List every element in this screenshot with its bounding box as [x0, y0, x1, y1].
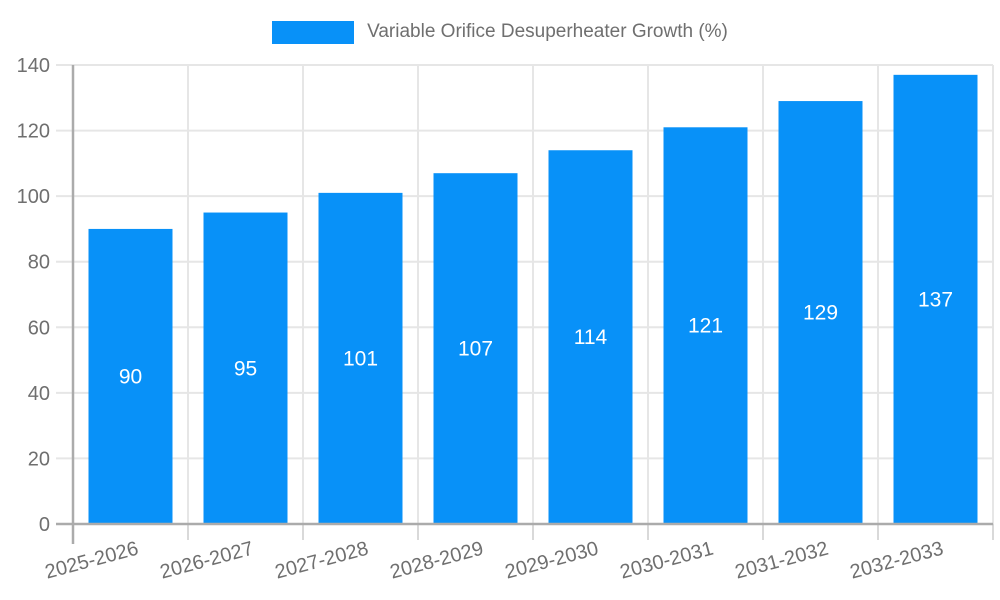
x-tick-label: 2029-2030	[503, 538, 601, 584]
bar-value-label: 107	[458, 338, 493, 361]
x-tick-label: 2030-2031	[618, 538, 716, 584]
x-tick-label: 2026-2027	[158, 538, 256, 584]
legend-swatch	[272, 20, 355, 44]
y-tick-label: 0	[39, 514, 50, 536]
bar-value-label: 90	[119, 365, 142, 388]
bar-2031-2032[interactable]	[778, 101, 863, 525]
x-tick-label: 2025-2026	[43, 538, 141, 584]
y-tick-label: 60	[28, 317, 50, 339]
y-tick-label: 20	[28, 448, 50, 470]
bar-2030-2031[interactable]	[663, 127, 748, 525]
bar-value-label: 95	[234, 357, 257, 380]
bar-value-label: 121	[688, 315, 723, 338]
bar-2025-2026[interactable]	[88, 228, 173, 524]
bar-value-label: 114	[574, 326, 608, 349]
bar-2029-2030[interactable]	[548, 150, 633, 524]
bar-value-label: 101	[343, 347, 378, 370]
y-tick-label: 40	[28, 383, 50, 405]
x-tick-label: 2027-2028	[273, 538, 371, 584]
x-tick-label: 2028-2029	[388, 538, 486, 584]
y-tick-label: 140	[17, 55, 50, 77]
x-tick-label: 2031-2032	[733, 538, 831, 584]
y-tick-label: 100	[17, 186, 50, 208]
y-tick-label: 120	[17, 121, 50, 143]
legend-label: Variable Orifice Desuperheater Growth (%…	[367, 21, 728, 42]
bar-value-label: 137	[918, 288, 953, 311]
legend[interactable]: Variable Orifice Desuperheater Growth (%…	[0, 18, 1000, 46]
bar-2032-2033[interactable]	[893, 74, 978, 524]
x-tick-label: 2032-2033	[848, 538, 946, 584]
bar-2026-2027[interactable]	[203, 212, 288, 525]
bar-2027-2028[interactable]	[318, 192, 403, 524]
bar-2028-2029[interactable]	[433, 173, 518, 524]
bar-value-label: 129	[803, 302, 838, 325]
y-tick-label: 80	[28, 252, 50, 274]
